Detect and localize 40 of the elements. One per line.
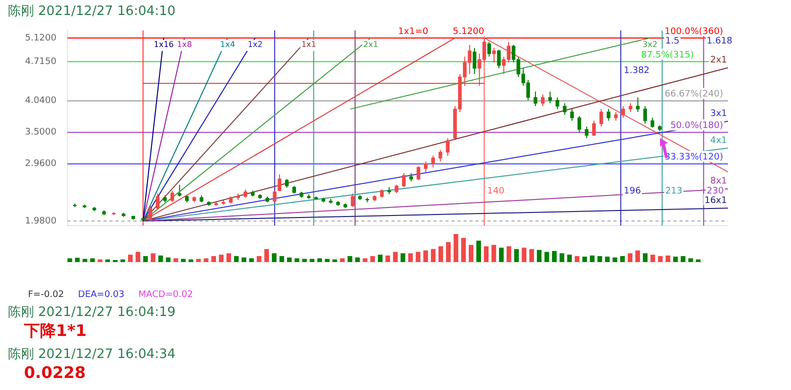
series-label: 1x2 xyxy=(248,40,263,50)
annotation: 5.1200 xyxy=(452,26,485,37)
text: DEA=0.03 xyxy=(78,290,124,300)
series-label: 1x1 xyxy=(301,40,316,50)
annotation: 1.382 xyxy=(624,66,650,76)
ref-line-label: 140 xyxy=(487,186,505,196)
series-label: 1x4 xyxy=(220,40,236,50)
annotation: 87.5%(315) xyxy=(641,50,694,60)
text: 陈刚 2021/12/27 16:04:34 xyxy=(8,346,176,363)
annotation: 66.67%(240) xyxy=(664,90,724,100)
series-label: 3x2 xyxy=(642,40,658,50)
annotation: 33.33%(120) xyxy=(664,152,724,163)
annotation: 1.618 xyxy=(706,36,733,47)
y-tick-label: 4.0400 xyxy=(24,96,57,106)
text: MACD=0.02 xyxy=(138,290,193,300)
ref-line-label: 230 xyxy=(706,186,724,196)
y-tick-label: 4.7150 xyxy=(24,56,57,67)
y-tick-label: 2.9600 xyxy=(24,159,57,170)
series-label: 4x1 xyxy=(710,136,727,146)
ref-line-label: 213 xyxy=(665,186,682,196)
annotation: 50.0%(180) xyxy=(670,121,724,132)
annotation: 100.0%(360) xyxy=(664,26,724,37)
chart-title: 陈刚 2021/12/27 16:04:10 xyxy=(8,3,176,20)
text: 陈刚 2021/12/27 16:04:19 xyxy=(8,304,176,321)
series-label: 16x1 xyxy=(704,196,727,206)
ref-line-label: 196 xyxy=(624,186,642,196)
series-label: 8x1 xyxy=(710,176,727,187)
annotation: 1.5 xyxy=(665,36,680,47)
y-tick-label: 3.5000 xyxy=(24,128,57,138)
text: 下降1*1 xyxy=(23,321,88,342)
series-label: 1x8 xyxy=(177,40,192,50)
series-label: 1x16 xyxy=(154,40,174,50)
y-tick-label: 1.9800 xyxy=(24,216,57,226)
text: 0.0228 xyxy=(23,363,87,384)
series-label: 2x1 xyxy=(710,56,727,66)
series-label: 2x1 xyxy=(363,40,378,50)
series-label: 3x1 xyxy=(710,109,727,120)
text: F=-0.02 xyxy=(28,290,64,300)
annotation: 1x1=0 xyxy=(398,26,428,37)
y-tick-label: 5.1200 xyxy=(24,33,57,44)
